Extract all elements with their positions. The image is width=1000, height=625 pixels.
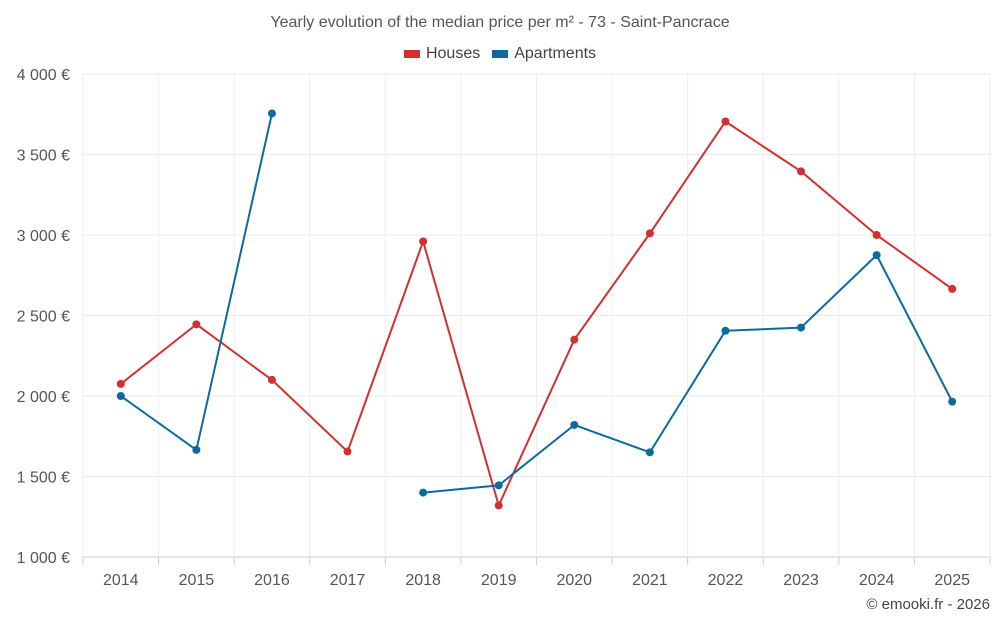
legend: Houses Apartments [0, 45, 1000, 63]
data-point-apartments [419, 488, 428, 497]
data-point-apartments [570, 420, 579, 429]
data-point-apartments [645, 448, 654, 457]
legend-label-apartments: Apartments [514, 45, 597, 62]
x-tick-label: 2020 [556, 572, 592, 589]
data-point-apartments [872, 251, 881, 260]
data-point-houses [797, 167, 806, 176]
data-point-apartments [192, 445, 201, 454]
data-point-houses [645, 229, 654, 238]
data-point-houses [419, 237, 428, 246]
y-tick-label: 3 500 € [17, 148, 70, 165]
legend-swatch-houses [403, 50, 420, 58]
y-tick-label: 1 000 € [17, 550, 70, 567]
x-tick-label: 2023 [783, 572, 819, 589]
data-point-houses [872, 231, 881, 239]
x-tick-label: 2015 [179, 572, 215, 589]
data-point-apartments [797, 323, 806, 332]
series-line-houses [120, 120, 953, 507]
x-tick-label: 2025 [934, 572, 970, 589]
chart-title: Yearly evolution of the median price per… [270, 14, 730, 31]
data-point-houses [570, 335, 579, 344]
x-tick-label: 2019 [481, 572, 517, 589]
data-point-houses [267, 375, 276, 384]
series-line-apartments [423, 254, 954, 494]
x-tick-label: 2021 [632, 572, 668, 589]
y-tick-label: 1 500 € [17, 470, 70, 487]
legend-label-houses: Houses [425, 45, 481, 62]
data-point-houses [948, 284, 957, 293]
legend-item-houses[interactable]: Houses [403, 45, 481, 63]
y-tick-label: 2 500 € [17, 309, 70, 326]
data-point-apartments [948, 397, 957, 406]
legend-item-apartments[interactable]: Apartments [492, 45, 596, 63]
data-point-apartments [267, 109, 276, 118]
x-tick-label: 2017 [330, 572, 366, 589]
data-point-houses [192, 320, 201, 329]
y-tick-label: 4 000 € [17, 67, 70, 84]
legend-swatch-apartments [492, 50, 509, 58]
data-point-houses [343, 447, 352, 456]
data-point-apartments [721, 326, 730, 335]
y-tick-label: 2 000 € [17, 389, 70, 406]
x-tick-label: 2014 [103, 572, 139, 589]
x-tick-label: 2016 [254, 572, 290, 589]
data-point-houses [116, 379, 125, 388]
x-tick-label: 2022 [708, 572, 744, 589]
data-point-houses [721, 117, 730, 126]
series-line-apartments [120, 113, 273, 451]
credit-text: © emooki.fr - 2026 [866, 596, 990, 613]
data-point-houses [494, 501, 503, 510]
x-tick-label: 2024 [859, 572, 895, 589]
y-tick-label: 3 000 € [17, 228, 70, 245]
data-point-apartments [116, 392, 125, 400]
x-tick-label: 2018 [405, 572, 441, 589]
data-point-apartments [494, 481, 503, 490]
